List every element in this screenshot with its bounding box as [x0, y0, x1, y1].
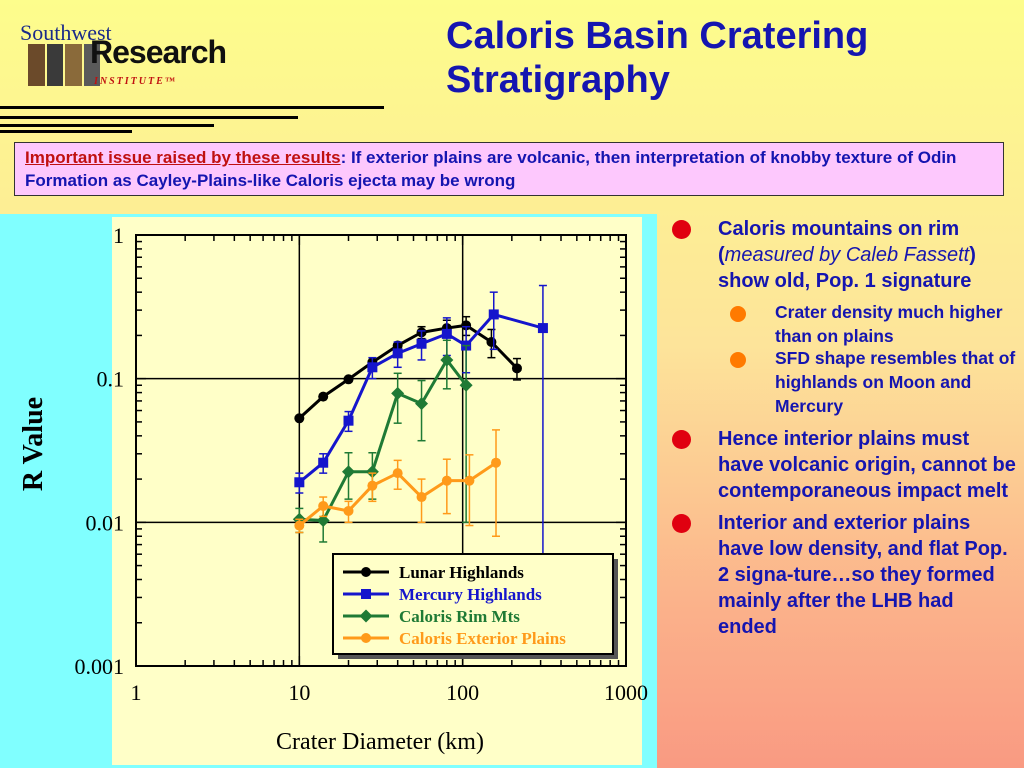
notice-lead: Important issue raised by these results: [25, 148, 341, 167]
data-point: [343, 415, 354, 426]
bullet-text-end: ) show old, Pop. 1 signature: [718, 244, 976, 292]
bullet-dot-icon: [672, 514, 691, 533]
legend-label: Caloris Exterior Plains: [399, 629, 566, 648]
bullet-text: Interior and exterior plains have low de…: [718, 512, 1008, 638]
legend-marker: [361, 567, 371, 577]
legend-marker: [359, 609, 373, 623]
data-point: [343, 374, 354, 385]
subbullet-text: Crater density much higher than on plain…: [775, 302, 1003, 346]
r-value-chart: 1 10 100 1000 0.001 0.01 0.1 1 Lunar Highlands M…: [18, 217, 648, 765]
data-point: [367, 362, 378, 373]
bullet-text: Caloris mountains on rim (: [718, 218, 960, 266]
y-tick-label: 1: [113, 223, 124, 248]
bullet-caloris-mountains: Caloris mountains on rim (measured by Ca…: [672, 216, 1016, 294]
x-tick-label: 100: [446, 680, 479, 705]
plot-background: [112, 217, 642, 765]
bullet-interior-plains: Hence interior plains must have volcanic…: [672, 426, 1016, 504]
y-axis-label: R Value: [18, 397, 49, 491]
data-point: [294, 413, 305, 424]
x-tick-label: 10: [288, 680, 310, 705]
data-point: [342, 465, 356, 479]
data-point: [318, 500, 329, 511]
y-tick-label: 0.01: [86, 510, 125, 535]
bullet-text: Hence interior plains must have volcanic…: [718, 428, 1016, 502]
data-point: [392, 348, 403, 359]
logo-institute: INSTITUTE™: [94, 76, 177, 87]
series-line: [299, 357, 468, 523]
data-point: [488, 309, 499, 320]
bullet-italic: measured by Caleb Fassett: [724, 244, 970, 266]
logo-research: Research: [90, 34, 227, 70]
data-point: [392, 468, 403, 479]
x-tick-label: 1000: [604, 680, 648, 705]
legend-label: Caloris Rim Mts: [399, 607, 520, 626]
subbullet-text: SFD shape resembles that of highlands on…: [775, 348, 1016, 416]
swri-logo: Southwest Research INSTITUTE™: [14, 14, 234, 94]
data-point: [441, 328, 452, 339]
data-point: [415, 397, 429, 411]
data-point: [294, 477, 305, 488]
data-point: [318, 457, 329, 468]
data-point: [461, 320, 472, 331]
data-point: [464, 475, 475, 486]
y-tick-label: 0.001: [75, 654, 125, 679]
legend-marker: [361, 589, 371, 599]
data-point: [391, 386, 405, 400]
series-line: [298, 312, 544, 484]
plot-frame: [135, 234, 627, 667]
x-axis-label: Crater Diameter (km): [276, 729, 484, 755]
data-point: [367, 480, 378, 491]
x-tick-label: 1: [131, 680, 142, 705]
data-point: [316, 513, 330, 527]
legend-marker: [361, 633, 371, 643]
data-point: [416, 492, 427, 503]
bullet-dot-icon: [672, 430, 691, 449]
y-tick-label: 0.1: [97, 367, 125, 392]
data-point: [459, 378, 473, 392]
data-point: [511, 363, 522, 374]
logo-photo-strip: [28, 44, 100, 86]
logo-southwest: Southwest: [20, 20, 112, 45]
data-point: [537, 323, 548, 334]
subbullet-dot-icon: [730, 352, 746, 368]
bullet-dot-icon: [672, 220, 691, 239]
data-point: [365, 465, 379, 479]
bullet-low-density: Interior and exterior plains have low de…: [672, 510, 1016, 640]
subbullet-crater-density: Crater density much higher than on plain…: [672, 300, 1016, 348]
slide-title: Caloris Basin Cratering Stratigraphy: [446, 15, 869, 101]
important-issue-banner: Important issue raised by these results:…: [14, 142, 1004, 196]
data-point: [294, 520, 305, 531]
data-point: [491, 457, 502, 468]
data-point: [416, 338, 427, 349]
data-point: [318, 391, 329, 402]
legend-label: Lunar Highlands: [399, 563, 524, 582]
legend-label: Mercury Highlands: [399, 585, 542, 604]
bullet-list: Caloris mountains on rim (measured by Ca…: [672, 216, 1016, 646]
data-point: [486, 336, 497, 347]
notice-text: : If exterior plains are volcanic, then …: [25, 148, 957, 190]
subbullet-sfd-shape: SFD shape resembles that of highlands on…: [672, 346, 1016, 418]
series-line: [298, 323, 519, 420]
subbullet-dot-icon: [730, 306, 746, 322]
data-point: [441, 475, 452, 486]
chart-panel: 1 10 100 1000 0.001 0.01 0.1 1 Lunar Highlands M…: [0, 214, 657, 768]
data-point: [440, 353, 454, 367]
data-point: [343, 505, 354, 516]
